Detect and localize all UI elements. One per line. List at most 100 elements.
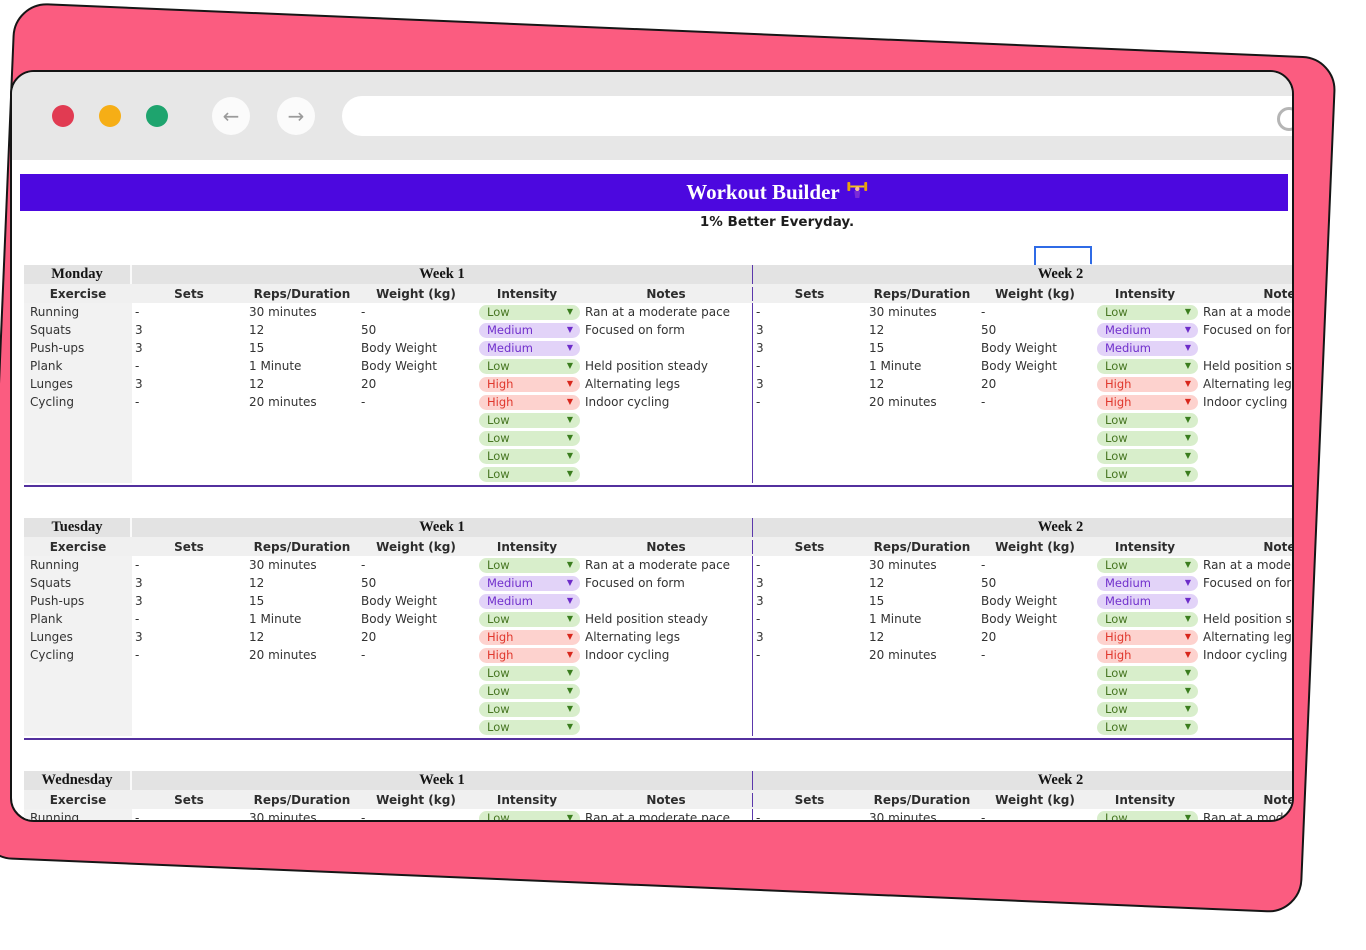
sets-cell[interactable]: - bbox=[135, 811, 140, 822]
weight-cell[interactable] bbox=[358, 447, 474, 465]
reps-cell[interactable] bbox=[866, 411, 978, 429]
intensity-dropdown[interactable]: Medium ▼ bbox=[479, 575, 580, 591]
notes-cell[interactable]: Ran at a moderate pace bbox=[1203, 558, 1292, 572]
exercise-name-cell[interactable] bbox=[24, 447, 132, 465]
notes-cell[interactable]: Focused on form bbox=[585, 576, 685, 590]
reps-cell[interactable]: 15 bbox=[869, 594, 885, 608]
sets-cell[interactable]: - bbox=[135, 612, 140, 626]
sets-cell[interactable] bbox=[752, 718, 866, 736]
sets-cell[interactable] bbox=[132, 447, 246, 465]
sets-cell[interactable] bbox=[752, 411, 866, 429]
reps-cell[interactable]: 30 minutes bbox=[869, 811, 937, 822]
notes-cell[interactable]: Held position steady bbox=[1203, 359, 1292, 373]
notes-cell[interactable] bbox=[1198, 682, 1292, 700]
weight-cell[interactable]: - bbox=[361, 558, 366, 572]
notes-cell[interactable] bbox=[580, 429, 752, 447]
intensity-dropdown[interactable]: Medium ▼ bbox=[1097, 593, 1198, 609]
sets-cell[interactable]: 3 bbox=[135, 576, 143, 590]
notes-cell[interactable]: Alternating legs bbox=[1203, 377, 1294, 391]
reps-cell[interactable]: 12 bbox=[869, 377, 885, 391]
back-button[interactable]: ← bbox=[212, 97, 250, 135]
notes-cell[interactable] bbox=[580, 700, 752, 718]
reps-cell[interactable] bbox=[866, 718, 978, 736]
intensity-dropdown[interactable]: Medium ▼ bbox=[1097, 322, 1198, 338]
maximize-button[interactable] bbox=[146, 105, 168, 127]
sets-cell[interactable] bbox=[132, 664, 246, 682]
intensity-dropdown[interactable]: Low ▼ bbox=[479, 665, 580, 681]
exercise-name-cell[interactable]: Lunges bbox=[24, 628, 132, 646]
sets-cell[interactable] bbox=[132, 411, 246, 429]
notes-cell[interactable] bbox=[1198, 411, 1292, 429]
intensity-dropdown[interactable]: Low ▼ bbox=[1097, 430, 1198, 446]
reps-cell[interactable]: 1 Minute bbox=[249, 359, 302, 373]
sets-cell[interactable] bbox=[752, 447, 866, 465]
reps-cell[interactable]: 1 Minute bbox=[869, 612, 922, 626]
sets-cell[interactable] bbox=[752, 682, 866, 700]
sets-cell[interactable]: - bbox=[752, 646, 866, 664]
intensity-dropdown[interactable]: Medium ▼ bbox=[479, 593, 580, 609]
reps-cell[interactable]: 30 minutes bbox=[869, 558, 937, 572]
notes-cell[interactable]: Indoor cycling bbox=[585, 648, 670, 662]
exercise-name-cell[interactable]: Push-ups bbox=[24, 339, 132, 357]
sets-cell[interactable]: - bbox=[752, 556, 866, 574]
reps-cell[interactable] bbox=[866, 465, 978, 483]
notes-cell[interactable] bbox=[1198, 592, 1292, 610]
sets-cell[interactable]: - bbox=[752, 357, 866, 375]
weight-cell[interactable]: - bbox=[361, 305, 366, 319]
sets-cell[interactable]: 3 bbox=[135, 377, 143, 391]
reps-cell[interactable]: 30 minutes bbox=[869, 305, 937, 319]
reps-cell[interactable]: 20 minutes bbox=[249, 648, 317, 662]
reps-cell[interactable]: 15 bbox=[869, 341, 885, 355]
reps-cell[interactable] bbox=[246, 718, 358, 736]
notes-cell[interactable]: Held position steady bbox=[585, 612, 708, 626]
intensity-dropdown[interactable]: Low ▼ bbox=[479, 412, 580, 428]
weight-cell[interactable]: Body Weight bbox=[981, 594, 1057, 608]
intensity-dropdown[interactable]: Low ▼ bbox=[479, 358, 580, 374]
intensity-dropdown[interactable]: High ▼ bbox=[479, 376, 580, 392]
intensity-dropdown[interactable]: High ▼ bbox=[479, 394, 580, 410]
notes-cell[interactable] bbox=[1198, 429, 1292, 447]
notes-cell[interactable]: Indoor cycling bbox=[1203, 395, 1288, 409]
weight-cell[interactable] bbox=[978, 682, 1092, 700]
exercise-name-cell[interactable]: Squats bbox=[24, 574, 132, 592]
weight-cell[interactable] bbox=[978, 664, 1092, 682]
reps-cell[interactable]: 12 bbox=[249, 630, 265, 644]
intensity-dropdown[interactable]: High ▼ bbox=[1097, 629, 1198, 645]
notes-cell[interactable] bbox=[580, 411, 752, 429]
reps-cell[interactable]: 30 minutes bbox=[249, 558, 317, 572]
sets-cell[interactable]: 3 bbox=[752, 339, 866, 357]
reps-cell[interactable] bbox=[866, 664, 978, 682]
intensity-dropdown[interactable]: Low ▼ bbox=[479, 683, 580, 699]
weight-cell[interactable] bbox=[358, 465, 474, 483]
exercise-name-cell[interactable] bbox=[24, 429, 132, 447]
weight-cell[interactable]: Body Weight bbox=[361, 612, 437, 626]
weight-cell[interactable]: - bbox=[981, 395, 986, 409]
notes-cell[interactable] bbox=[1198, 700, 1292, 718]
reps-cell[interactable] bbox=[246, 429, 358, 447]
intensity-dropdown[interactable]: Low ▼ bbox=[1097, 358, 1198, 374]
sets-cell[interactable] bbox=[132, 682, 246, 700]
reps-cell[interactable] bbox=[246, 465, 358, 483]
weight-cell[interactable] bbox=[358, 682, 474, 700]
weight-cell[interactable]: - bbox=[981, 305, 986, 319]
notes-cell[interactable] bbox=[1198, 664, 1292, 682]
notes-cell[interactable]: Alternating legs bbox=[1203, 630, 1294, 644]
reps-cell[interactable] bbox=[246, 664, 358, 682]
reps-cell[interactable]: 15 bbox=[249, 341, 265, 355]
notes-cell[interactable] bbox=[1198, 718, 1292, 736]
weight-cell[interactable] bbox=[978, 718, 1092, 736]
sets-cell[interactable] bbox=[132, 700, 246, 718]
exercise-name-cell[interactable]: Running bbox=[24, 556, 132, 574]
intensity-dropdown[interactable]: High ▼ bbox=[479, 647, 580, 663]
sets-cell[interactable]: - bbox=[135, 305, 140, 319]
exercise-name-cell[interactable]: Cycling bbox=[24, 393, 132, 411]
intensity-dropdown[interactable]: Low ▼ bbox=[479, 430, 580, 446]
reps-cell[interactable]: 12 bbox=[249, 576, 265, 590]
sets-cell[interactable] bbox=[132, 718, 246, 736]
weight-cell[interactable]: 50 bbox=[981, 576, 997, 590]
weight-cell[interactable]: Body Weight bbox=[981, 612, 1057, 626]
notes-cell[interactable]: Ran at a moderate pace bbox=[585, 811, 731, 822]
notes-cell[interactable] bbox=[580, 592, 752, 610]
reps-cell[interactable]: 12 bbox=[869, 323, 885, 337]
weight-cell[interactable]: - bbox=[361, 811, 366, 822]
